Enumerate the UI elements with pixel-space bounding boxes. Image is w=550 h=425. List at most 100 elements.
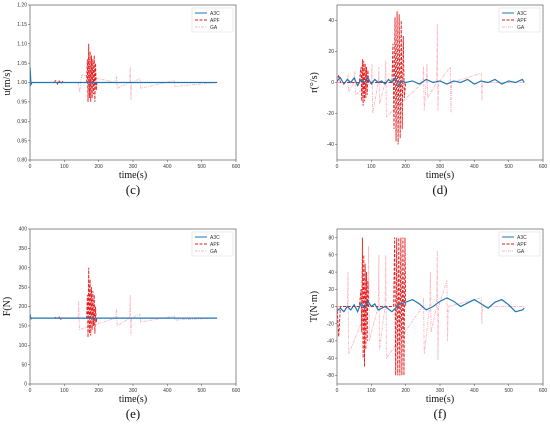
y-tick-label: 80 <box>328 235 334 241</box>
y-tick-label: -60 <box>327 356 334 362</box>
series-line-ga <box>337 23 525 118</box>
y-tick-label: 1.15 <box>17 22 27 28</box>
series-group <box>30 267 218 338</box>
y-tick-label: 1.20 <box>17 3 27 9</box>
series-group <box>337 11 525 145</box>
legend-label-a3c: A3C <box>210 235 220 241</box>
y-tick-label: 400 <box>19 227 28 233</box>
y-tick-label: 50 <box>21 362 27 368</box>
y-tick-label: 1.10 <box>17 41 27 47</box>
x-tick-label: 300 <box>436 388 445 394</box>
series-line-apf <box>53 267 98 338</box>
y-axis-label: T(N·m) <box>309 291 320 322</box>
x-tick-label: 500 <box>504 164 513 170</box>
y-tick-label: 250 <box>19 285 28 291</box>
x-tick-label: 600 <box>539 388 548 394</box>
panel-f: 0 100 200 300 400 500 600 -80 -60 -40 -20 0 20 40 60 80… <box>309 228 548 421</box>
y-tick-label: 1.00 <box>17 80 27 86</box>
y-tick-label: 0.95 <box>17 100 27 106</box>
x-tick-label: 600 <box>539 164 548 170</box>
x-axis-label: time(s) <box>426 394 454 405</box>
legend-label-ga: GA <box>517 25 525 31</box>
y-axis-label: r(°/s) <box>309 72 320 93</box>
x-tick-label: 100 <box>367 164 376 170</box>
y-tick-label: -20 <box>327 111 334 117</box>
legend-label-ga: GA <box>210 249 218 255</box>
x-tick-label: 200 <box>401 388 410 394</box>
x-tick-label: 400 <box>470 164 479 170</box>
legend-label-a3c: A3C <box>517 11 527 17</box>
series-line-a3c <box>30 314 218 320</box>
series-line-apf <box>337 11 407 145</box>
x-axis-label: time(s) <box>119 394 147 405</box>
panel-caption: (d) <box>432 182 447 197</box>
x-tick-label: 500 <box>197 164 206 170</box>
legend-box <box>191 231 234 257</box>
y-tick-label: 40 <box>328 270 334 276</box>
y-tick-label: 1.05 <box>17 61 27 67</box>
x-tick-label: 400 <box>470 388 479 394</box>
x-tick-label: 100 <box>60 388 69 394</box>
panel-e: 0 100 200 300 400 500 600 0 50 100 150 200 250 300 350… <box>2 227 240 421</box>
legend-label-apf: APF <box>210 242 220 248</box>
y-axis-label: F(N) <box>2 297 13 316</box>
series-group <box>337 237 525 376</box>
y-tick-label: 0 <box>331 80 334 86</box>
panel-caption: (f) <box>434 406 447 421</box>
y-tick-label: 20 <box>328 287 334 293</box>
y-tick-label: -20 <box>327 321 334 327</box>
y-tick-label: 0.90 <box>17 119 27 125</box>
y-tick-label: 20 <box>328 49 334 55</box>
x-tick-label: 0 <box>336 388 339 394</box>
x-tick-label: 500 <box>504 388 513 394</box>
legend-label-apf: APF <box>517 18 527 24</box>
x-tick-label: 200 <box>94 388 103 394</box>
legend-box <box>498 7 541 33</box>
series-line-ga <box>337 246 525 360</box>
y-tick-label: 40 <box>328 18 334 24</box>
x-tick-label: 300 <box>436 164 445 170</box>
x-tick-label: 100 <box>367 388 376 394</box>
legend-box <box>498 231 541 257</box>
y-axis-label: u(m/s) <box>2 69 13 95</box>
legend-label-apf: APF <box>210 18 220 24</box>
y-tick-label: 350 <box>19 246 28 252</box>
legend-label-apf: APF <box>517 242 527 248</box>
series-line-apf <box>53 43 98 102</box>
y-tick-label: -40 <box>327 339 334 345</box>
x-tick-label: 0 <box>336 164 339 170</box>
series-group <box>30 43 218 102</box>
x-tick-label: 300 <box>129 388 138 394</box>
x-tick-label: 400 <box>163 388 172 394</box>
x-tick-label: 100 <box>60 164 69 170</box>
x-tick-label: 400 <box>163 164 172 170</box>
y-tick-label: -80 <box>327 373 334 379</box>
series-line-a3c <box>337 297 525 314</box>
x-tick-label: 600 <box>232 164 241 170</box>
legend-label-ga: GA <box>517 249 525 255</box>
y-tick-label: 200 <box>19 304 28 310</box>
x-tick-label: 200 <box>401 164 410 170</box>
series-line-a3c <box>337 76 525 87</box>
panel-caption: (c) <box>126 182 140 197</box>
y-tick-label: 0 <box>24 382 27 388</box>
x-tick-label: 600 <box>232 388 241 394</box>
legend-box <box>191 7 234 33</box>
series-line-apf <box>337 237 407 376</box>
x-axis-label: time(s) <box>119 170 147 181</box>
x-tick-label: 300 <box>129 164 138 170</box>
x-tick-label: 200 <box>94 164 103 170</box>
y-tick-label: -40 <box>327 142 334 148</box>
y-tick-label: 0 <box>331 304 334 310</box>
y-tick-label: 100 <box>19 343 28 349</box>
x-axis-label: time(s) <box>426 170 454 181</box>
x-tick-label: 500 <box>197 388 206 394</box>
series-line-a3c <box>30 66 218 87</box>
legend-label-a3c: A3C <box>210 11 220 17</box>
panel-c: 0 100 200 300 400 500 600 0.80 0.85 0.90 0.95 1.00 1… <box>2 3 240 197</box>
y-tick-label: 300 <box>19 265 28 271</box>
y-tick-label: 0.80 <box>17 158 27 164</box>
x-tick-label: 0 <box>29 388 32 394</box>
